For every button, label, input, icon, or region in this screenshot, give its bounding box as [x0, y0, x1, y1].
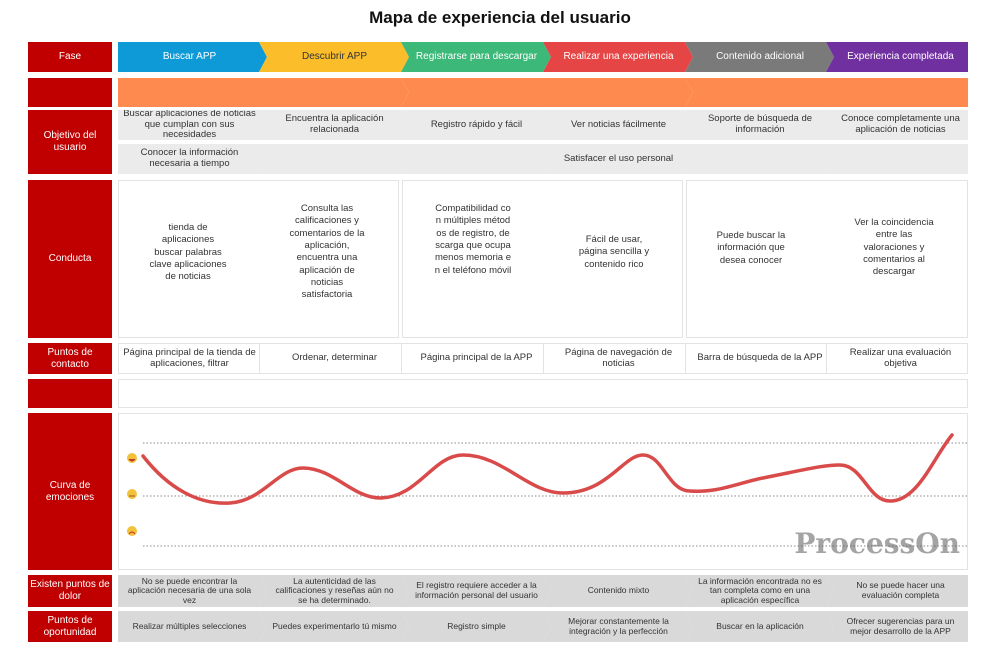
dolor-cell-text: La información encontrada no es tan comp… [698, 575, 822, 605]
conducta-text: Consulta las calificaciones y comentario… [289, 203, 365, 301]
objetivo-cell-text: Buscar aplicaciones de noticias que cump… [123, 110, 256, 140]
oportunidad-cell: Mejorar constantemente la integración y … [543, 611, 693, 642]
oportunidad-cell: Buscar en la aplicación [685, 611, 834, 642]
label-blank-2 [28, 379, 112, 408]
objetivo-cell [259, 144, 409, 174]
phase-step-text: Descubrir APP [301, 51, 368, 63]
label-fase: Fase [28, 42, 112, 72]
dolor-cell: El registro requiere acceder a la inform… [401, 575, 551, 607]
conducta-box-3 [686, 180, 968, 338]
contacto-cell: Ordenar, determinar [259, 343, 409, 374]
contacto-cell-text: Ordenar, determinar [291, 352, 377, 364]
label-objetivo: Objetivo del usuario [28, 110, 112, 174]
objetivo-cell: Ver noticias fácilmente [543, 110, 693, 140]
contacto-cell-text: Barra de búsqueda de la APP [697, 352, 823, 364]
oportunidad-cell-text: Registro simple [447, 620, 506, 631]
page-title: Mapa de experiencia del usuario [369, 8, 631, 27]
conducta-text: Fácil de usar, página sencilla y conteni… [578, 234, 650, 270]
dolor-cell: La información encontrada no es tan comp… [685, 575, 834, 607]
label-oportunidad: Puntos de oportunidad [28, 611, 112, 642]
conducta-text: Ver la coincidencia entre las valoracion… [854, 217, 934, 278]
stage-bar-1 [118, 78, 409, 107]
phase-step: Contenido adicional [685, 42, 834, 72]
oportunidad-cell: Puedes experimentarlo tú mismo [259, 611, 409, 642]
conducta-text: Compatibilidad con múltiples métodos de … [434, 203, 512, 276]
stage-bar-2 [401, 78, 693, 107]
phase-step-text: Experiencia completada [847, 51, 954, 63]
emotion-curve-panel [118, 413, 968, 570]
neutral-face-icon [127, 489, 137, 499]
objetivo-cell [685, 144, 834, 174]
phase-step-text: Buscar APP [162, 51, 217, 63]
stage-bar-3 [685, 78, 968, 107]
oportunidad-cell: Realizar múltiples selecciones [118, 611, 267, 642]
phase-step-text: Contenido adicional [716, 51, 804, 63]
label-conducta: Conducta [28, 180, 112, 338]
phase-step-text: Realizar una experiencia [563, 51, 674, 63]
processon-watermark: ProcessOn [794, 527, 960, 560]
objetivo-cell-text: Conoce completamente una aplicación de n… [841, 113, 960, 135]
label-curva: Curva de emociones [28, 413, 112, 570]
phase-step-text: Registrarse para descargar [415, 51, 538, 63]
conducta-text: Puede buscar la información que desea co… [716, 230, 786, 266]
oportunidad-cell: Ofrecer sugerencias para un mejor desarr… [826, 611, 968, 642]
dolor-cell: La autenticidad de las calificaciones y … [259, 575, 409, 607]
objetivo-cell: Conoce completamente una aplicación de n… [826, 110, 968, 140]
dolor-cell-text: Contenido mixto [587, 585, 650, 596]
objetivo-cell: Soporte de búsqueda de información [685, 110, 834, 140]
emotion-curve-chart [127, 433, 968, 547]
sad-face-icon [127, 526, 137, 536]
phase-step: Experiencia completada [826, 42, 968, 72]
oportunidad-cell-text: Ofrecer sugerencias para un mejor desarr… [846, 615, 955, 636]
oportunidad-cell-text: Realizar múltiples selecciones [132, 620, 247, 631]
contacto-cell: Página principal de la tienda de aplicac… [118, 343, 267, 374]
objetivo-cell: Satisfacer el uso personal [543, 144, 693, 174]
objetivo-cell-text: Conocer la información necesaria a tiemp… [140, 147, 239, 169]
objetivo-cell: Conocer la información necesaria a tiemp… [118, 144, 267, 174]
label-contacto: Puntos de contacto [28, 343, 112, 374]
dolor-cell-text: No se puede encontrar la aplicación nece… [127, 575, 252, 605]
objetivo-cell [826, 144, 968, 174]
contacto-cell: Página principal de la APP [401, 343, 551, 374]
oportunidad-cell-text: Buscar en la aplicación [716, 620, 804, 631]
objetivo-cell-text: Soporte de búsqueda de información [707, 113, 813, 135]
contacto-cell-text: Página de navegación de noticias [564, 346, 673, 369]
oportunidad-cell-text: Mejorar constantemente la integración y … [568, 615, 669, 636]
objetivo-cell-text: Satisfacer el uso personal [563, 152, 674, 164]
objetivo-cell-text: Registro rápido y fácil [430, 118, 523, 130]
contacto-cell: Realizar una evaluación objetiva [826, 343, 968, 374]
objetivo-cell-text: Ver noticias fácilmente [570, 118, 667, 130]
oportunidad-cell-text: Puedes experimentarlo tú mismo [272, 620, 397, 631]
dolor-cell: Contenido mixto [543, 575, 693, 607]
dolor-cell-text: La autenticidad de las calificaciones y … [275, 575, 394, 605]
oportunidad-cell: Registro simple [401, 611, 551, 642]
objetivo-cell: Registro rápido y fácil [401, 110, 551, 140]
emotion-curve [141, 433, 954, 505]
conducta-box-2 [402, 180, 683, 338]
conducta-box-1 [118, 180, 399, 338]
label-blank-1 [28, 78, 112, 107]
phase-step: Buscar APP [118, 42, 267, 72]
contacto-cell-text: Página principal de la tienda de aplicac… [123, 346, 256, 369]
dolor-cell-text: No se puede hacer una evaluación complet… [856, 580, 945, 600]
happy-face-icon [127, 453, 137, 463]
contacto-cell: Página de navegación de noticias [543, 343, 693, 374]
blank-row [118, 379, 968, 408]
label-dolor: Existen puntos de dolor [28, 575, 112, 607]
contacto-cell-text: Realizar una evaluación objetiva [849, 346, 952, 369]
objetivo-cell: Encuentra la aplicación relacionada [259, 110, 409, 140]
dolor-cell: No se puede hacer una evaluación complet… [826, 575, 968, 607]
phase-step: Descubrir APP [259, 42, 409, 72]
dolor-cell: No se puede encontrar la aplicación nece… [118, 575, 267, 607]
contacto-cell-text: Página principal de la APP [420, 352, 533, 364]
objetivo-cell: Buscar aplicaciones de noticias que cump… [118, 110, 267, 140]
conducta-text: tienda de aplicaciones buscar palabras c… [149, 222, 227, 283]
phase-step: Registrarse para descargar [401, 42, 551, 72]
objetivo-cell-text: Encuentra la aplicación relacionada [285, 113, 384, 135]
phase-step: Realizar una experiencia [543, 42, 693, 72]
contacto-cell: Barra de búsqueda de la APP [685, 343, 834, 374]
dolor-cell-text: El registro requiere acceder a la inform… [415, 580, 538, 600]
objetivo-cell [401, 144, 551, 174]
